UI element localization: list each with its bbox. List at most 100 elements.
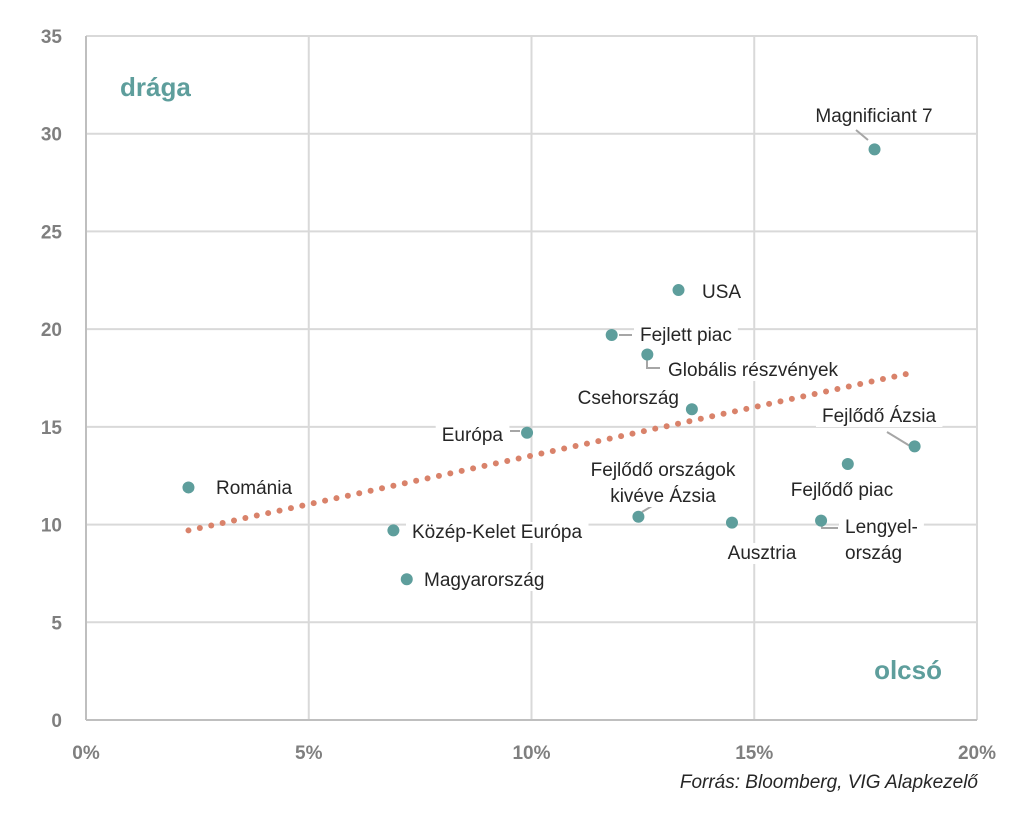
point-label-background [571, 388, 685, 409]
data-point [632, 510, 645, 523]
trendline-dot [435, 472, 442, 479]
trendline-dot [743, 405, 750, 412]
trendline-dot [675, 420, 682, 427]
trendline-dot [788, 395, 795, 402]
trendline-dot [424, 475, 431, 482]
point-label: Fejlődő Ázsia [822, 406, 936, 427]
trendline [185, 371, 909, 534]
trendline-dot [231, 517, 238, 524]
point-label-background [435, 425, 510, 446]
data-point [908, 440, 921, 453]
trendline-dot [390, 482, 397, 489]
leader-line [646, 357, 660, 369]
x-tick-label: 0% [72, 743, 100, 764]
trendline-dot [219, 519, 226, 526]
trendline-dot [845, 383, 852, 390]
trendline-dot [606, 435, 613, 442]
point-label: Csehország [578, 388, 679, 409]
trendline-dot [561, 445, 568, 452]
trendline-dot [572, 443, 579, 450]
trendline-dot [697, 415, 704, 422]
trendline-dot [618, 433, 625, 440]
y-tick-label: 30 [41, 125, 62, 146]
trendline-dot [891, 373, 898, 380]
point-label: Fejlett piac [640, 325, 732, 346]
trendline-dot [731, 408, 738, 415]
trendline-dot [470, 465, 477, 472]
grid [85, 35, 978, 721]
point-label-background [406, 522, 589, 543]
y-tick-label: 10 [41, 516, 62, 537]
trendline-dot [185, 527, 192, 534]
trendline-dot [777, 398, 784, 405]
trendline-dot [800, 393, 807, 400]
trendline-dot [333, 495, 340, 502]
source-note: Forrás: Bloomberg, VIG Alapkezelő [679, 772, 978, 793]
trendline-dot [663, 423, 670, 430]
point-label-background [721, 543, 803, 564]
trendline-dot [447, 470, 454, 477]
data-point [400, 573, 413, 586]
point-label-background [662, 360, 845, 381]
point-label: Európa [442, 425, 504, 446]
point-label: Magnificiant 7 [815, 106, 932, 127]
y-tick-label: 0 [51, 711, 62, 732]
trendline-dot [299, 502, 306, 509]
point-label-background [784, 480, 900, 501]
trendline-dot [583, 440, 590, 447]
trendline-dot [413, 477, 420, 484]
data-point [685, 403, 698, 416]
trendline-dot [344, 492, 351, 499]
trendline-dot [754, 403, 761, 410]
trendline-dot [766, 400, 773, 407]
point-label: Fejlődő országok [591, 460, 736, 481]
trendline-dot [265, 510, 272, 517]
trendline-dot [367, 487, 374, 494]
point-label: Fejlődő piac [791, 480, 893, 501]
x-tick-label: 20% [958, 743, 996, 764]
data-point [387, 524, 400, 537]
trendline-dot [515, 455, 522, 462]
trendline-dot [709, 413, 716, 420]
data-point [815, 514, 828, 527]
trendline-dot [322, 497, 329, 504]
point-labels: Magnificiant 7 USA Fejlett piac Globális ré… [216, 106, 943, 591]
trendline-dot [208, 522, 215, 529]
trendline-dot [857, 381, 864, 388]
point-label: ország [845, 543, 902, 564]
point-label: USA [702, 282, 741, 303]
point-label: kivéve Ázsia [610, 486, 716, 507]
trendline-dot [811, 390, 818, 397]
points [182, 143, 921, 586]
trendline-dot [379, 485, 386, 492]
y-tick-label: 5 [51, 613, 62, 634]
point-label-background [418, 570, 551, 591]
data-point [182, 481, 195, 494]
trendline-dot [640, 428, 647, 435]
annotation-expensive: drága [120, 72, 191, 102]
point-label-background [815, 406, 943, 427]
point-label-background [604, 486, 723, 507]
trendline-dot [310, 500, 317, 507]
trendline-dot [481, 462, 488, 469]
data-point [521, 426, 534, 439]
trendline-dot [196, 524, 203, 531]
trendline-dot [253, 512, 260, 519]
trendline-dot [287, 505, 294, 512]
y-tick-label: 25 [41, 222, 63, 243]
trendline-dot [686, 418, 693, 425]
point-label: Románia [216, 478, 292, 499]
trendline-dot [504, 457, 511, 464]
trendline-dot [879, 376, 886, 383]
y-tick-label: 20 [41, 320, 62, 341]
point-label: Lengyel- [845, 517, 918, 538]
point-label: Ausztria [728, 543, 797, 564]
leader-line [855, 129, 869, 141]
trendline-dot [356, 490, 363, 497]
data-point [605, 329, 618, 342]
data-point [841, 457, 854, 470]
trendline-dot [902, 371, 909, 378]
trendline-dot [629, 430, 636, 437]
data-point [725, 516, 738, 529]
trendline-dot [538, 450, 545, 457]
